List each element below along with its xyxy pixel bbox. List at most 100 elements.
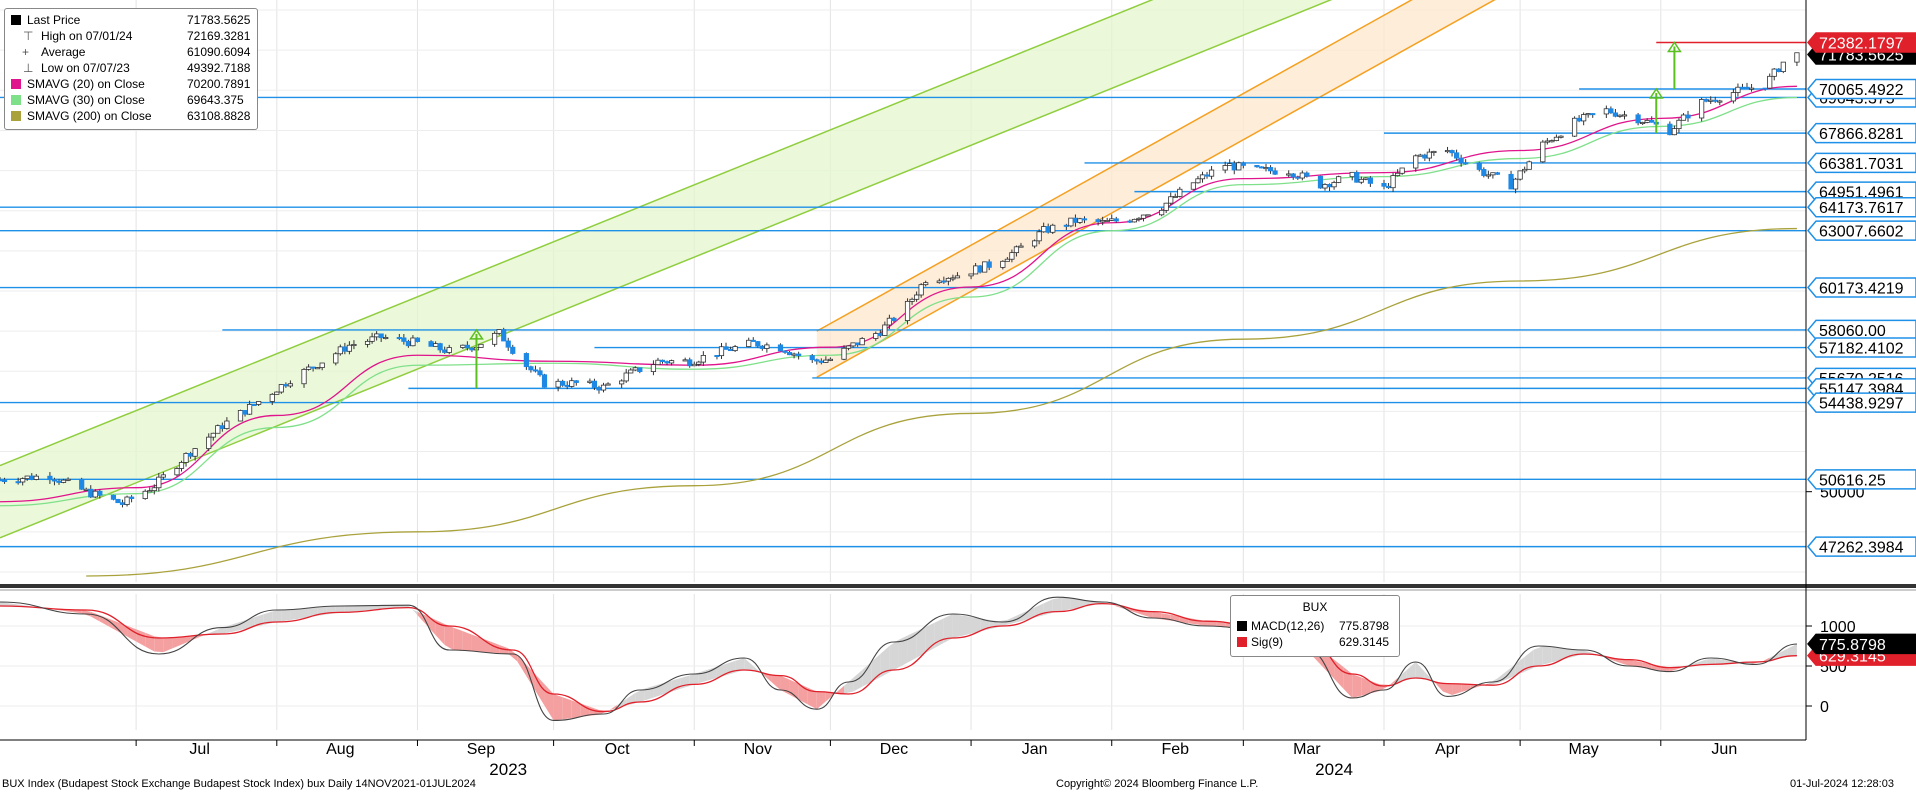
candle-down: [855, 342, 861, 346]
candle-down: [1317, 175, 1324, 189]
candle-up: [1558, 135, 1564, 138]
candle-up: [178, 462, 185, 469]
candle-up: [1490, 172, 1496, 176]
candle-down: [564, 384, 570, 387]
macd-histogram-fill: [608, 705, 618, 711]
value-tags: 71783.562569643.37572382.179770065.49226…: [1807, 32, 1916, 666]
candle-up: [886, 317, 892, 326]
macd-histogram-fill: [907, 631, 917, 663]
price-legend[interactable]: Last Price 71783.5625 ⊤ High on 07/01/24…: [4, 8, 258, 130]
candle-up: [305, 366, 312, 370]
candle-up: [764, 344, 770, 349]
value-tag-box: [1807, 220, 1916, 241]
signal-legend-item: Sig(9) 629.3145: [1237, 634, 1395, 650]
candle-down: [541, 374, 548, 388]
x-tick-label: May: [1569, 741, 1599, 758]
candle-up: [827, 358, 833, 361]
candle-up: [278, 384, 284, 393]
macd-histogram-fill: [408, 605, 418, 616]
candle-up: [346, 344, 353, 352]
candle-up: [1444, 150, 1451, 153]
macd-histogram-fill: [1461, 684, 1471, 693]
candle-down: [596, 387, 602, 391]
candle-up: [1730, 92, 1736, 102]
candle-up: [1227, 163, 1233, 166]
trend-channels[interactable]: [0, 0, 1797, 539]
candle-down: [1649, 120, 1655, 123]
average-marker-icon: +: [22, 45, 30, 59]
macd-histogram-fill: [217, 626, 227, 635]
candle-up: [945, 277, 951, 282]
value-tag-label: 775.8798: [1819, 637, 1886, 654]
timestamp: 01-Jul-2024 12:28:03: [1790, 778, 1894, 790]
candle-up: [337, 346, 343, 355]
candle-down: [1267, 167, 1274, 172]
x-tick-label: Jul: [189, 741, 209, 758]
macd-histogram-fill: [1334, 659, 1344, 689]
price-level-tag: 67866.8281: [1807, 122, 1916, 144]
candle-down: [1635, 114, 1641, 124]
candle-up: [1621, 114, 1628, 117]
candle-up: [732, 346, 738, 352]
candle-down: [501, 329, 507, 342]
candle-down: [1744, 86, 1750, 90]
candle-up: [1077, 218, 1083, 223]
candle-up: [1748, 87, 1755, 90]
candle-up: [1136, 217, 1142, 220]
macd-histogram-fill: [889, 639, 899, 673]
value-tag-label: 47262.3984: [1819, 540, 1904, 557]
candle-down: [51, 479, 58, 482]
candle-down: [283, 384, 289, 387]
candle-down: [1272, 170, 1278, 175]
candle-up: [1680, 114, 1687, 121]
candle-up: [369, 336, 375, 342]
x-tick-label: Jan: [1022, 741, 1048, 758]
macd-histogram-fill: [553, 694, 563, 721]
value-tag-label: 66381.7031: [1819, 156, 1904, 173]
candle-down: [1326, 184, 1333, 188]
macd-histogram-fill: [344, 605, 354, 613]
macd-histogram-fill: [353, 605, 364, 612]
macd-histogram-fill: [816, 691, 826, 710]
candle-up: [1617, 114, 1623, 117]
macd-histogram-fill: [934, 618, 944, 648]
candle-up: [183, 453, 189, 463]
candle-up: [600, 384, 607, 391]
candle-down: [1127, 220, 1133, 223]
macd-histogram-fill: [1061, 597, 1071, 611]
macd-histogram-fill: [952, 614, 962, 638]
pane-divider[interactable]: [0, 584, 1916, 591]
candle-down: [119, 502, 126, 505]
value-tag-box: [1807, 633, 1916, 655]
candle-down: [759, 345, 765, 349]
candle-down: [659, 359, 666, 362]
candle-up: [1676, 119, 1682, 130]
candle-down: [401, 337, 407, 342]
macd-histogram-fill: [1452, 683, 1462, 695]
candle-up: [1426, 151, 1432, 159]
macd-value-tag: 775.8798: [1807, 633, 1916, 655]
candle-up: [1771, 68, 1777, 77]
candle-up: [791, 353, 797, 356]
legend-swatch-icon: [11, 79, 21, 89]
macd-histogram-fill: [698, 669, 708, 684]
legend-item-smavg-200: SMAVG (200) on Close 63108.8828: [9, 108, 255, 124]
macd-pane: [0, 596, 1797, 721]
macd-histogram-fill: [526, 664, 536, 691]
candle-up: [904, 300, 911, 321]
candle-up: [1236, 162, 1242, 171]
candle-up: [287, 383, 294, 387]
candle-down: [714, 355, 720, 358]
candle-down: [1508, 173, 1514, 190]
macd-histogram-fill: [971, 616, 981, 634]
macd-histogram-fill: [943, 614, 953, 643]
candle-up: [492, 332, 498, 345]
macd-histogram-fill: [81, 609, 91, 617]
value-tag-box: [1807, 319, 1916, 341]
candle-up: [1299, 172, 1305, 179]
macd-legend[interactable]: BUX MACD(12,26) 775.8798 Sig(9) 629.3145: [1230, 595, 1400, 657]
macd-histogram-fill: [680, 675, 690, 689]
candle-up: [700, 355, 706, 363]
candle-down: [1476, 162, 1482, 170]
